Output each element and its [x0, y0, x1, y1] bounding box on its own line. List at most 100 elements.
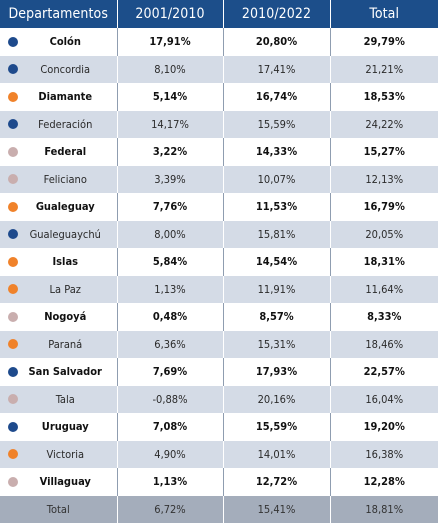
department-name: San Salvador	[28, 365, 102, 379]
growth-2010-2022-cell: 15,59%	[223, 413, 331, 441]
region-dot-icon	[8, 366, 18, 377]
growth-2010-2022-cell: 14,33%	[223, 138, 331, 166]
department-name: Federal	[44, 145, 87, 159]
growth-2001-2010-cell: 7,69%	[117, 358, 224, 386]
growth-total-cell: 11,64%	[330, 275, 438, 303]
growth-2001-2010-cell: 7,08%	[117, 413, 224, 441]
growth-total-cell: 12,28%	[330, 468, 438, 496]
growth-2010-2022-cell: 11,53%	[223, 193, 331, 221]
total-total-cell: 18,81%	[330, 495, 438, 523]
growth-total-cell: 18,31%	[330, 248, 438, 276]
department-name: Nogoyá	[44, 310, 87, 324]
growth-2001-2010-cell: 7,76%	[117, 193, 224, 221]
growth-total-cell: 24,22%	[330, 110, 438, 138]
department-cell: Tala	[0, 385, 118, 413]
growth-total-cell: 19,20%	[330, 413, 438, 441]
header-departamentos: Departamentos	[0, 0, 118, 28]
region-dot-icon	[8, 311, 18, 322]
department-name: Villaguay	[39, 475, 91, 489]
region-dot-icon	[8, 201, 18, 212]
table-row: Tala -0,88% 20,16% 16,04%	[0, 385, 438, 413]
growth-2010-2022-cell: 20,16%	[223, 385, 331, 413]
department-name: Gualeguay	[35, 200, 95, 214]
region-dot-icon	[8, 64, 18, 75]
department-name: Diamante	[38, 90, 93, 104]
table-row: San Salvador 7,69% 17,93% 22,57%	[0, 358, 438, 386]
growth-2001-2010-cell: 1,13%	[117, 275, 224, 303]
total-label-cell: Total	[0, 495, 118, 523]
department-cell: Villaguay	[0, 468, 118, 496]
department-name: Gualeguaychú	[29, 227, 101, 241]
header-total: Total	[330, 0, 438, 28]
growth-2010-2022-cell: 20,80%	[223, 28, 331, 56]
growth-2001-2010-cell: -0,88%	[117, 385, 224, 413]
growth-2010-2022-cell: 17,41%	[223, 55, 331, 83]
table-row: Villaguay 1,13% 12,72% 12,28%	[0, 468, 438, 496]
department-cell: Concordia	[0, 55, 118, 83]
growth-2010-2022-cell: 14,01%	[223, 440, 331, 468]
growth-2010-2022-cell: 14,54%	[223, 248, 331, 276]
region-dot-icon	[8, 256, 18, 267]
growth-2001-2010-cell: 0,48%	[117, 303, 224, 331]
region-dot-icon	[8, 146, 18, 157]
growth-2010-2022-cell: 11,91%	[223, 275, 331, 303]
region-dot-icon	[8, 119, 18, 130]
header-2010-2022: 2010/2022	[223, 0, 331, 28]
growth-2001-2010-cell: 5,14%	[117, 83, 224, 111]
table-row: Federal 3,22% 14,33% 15,27%	[0, 138, 438, 166]
growth-total-cell: 16,04%	[330, 385, 438, 413]
growth-2001-2010-cell: 4,90%	[117, 440, 224, 468]
table-row: La Paz 1,13% 11,91% 11,64%	[0, 275, 438, 303]
department-cell: Diamante	[0, 83, 118, 111]
department-cell: Nogoyá	[0, 303, 118, 331]
growth-total-cell: 18,53%	[330, 83, 438, 111]
growth-total-cell: 12,13%	[330, 165, 438, 193]
growth-2001-2010-cell: 6,36%	[117, 330, 224, 358]
department-cell: Gualeguay	[0, 193, 118, 221]
department-name: Victoria	[46, 447, 85, 461]
department-name: La Paz	[49, 282, 81, 296]
total-2001-2010-cell: 6,72%	[117, 495, 224, 523]
department-cell: Federación	[0, 110, 118, 138]
growth-2001-2010-cell: 17,91%	[117, 28, 224, 56]
region-dot-icon	[8, 36, 18, 47]
department-cell: Victoria	[0, 440, 118, 468]
region-dot-icon	[8, 476, 18, 487]
growth-total-cell: 21,21%	[330, 55, 438, 83]
region-dot-icon	[8, 339, 18, 350]
growth-2001-2010-cell: 14,17%	[117, 110, 224, 138]
growth-total-cell: 20,05%	[330, 220, 438, 248]
growth-2010-2022-cell: 15,81%	[223, 220, 331, 248]
header-row: Departamentos 2001/2010 2010/2022 Total	[0, 0, 438, 28]
department-cell: La Paz	[0, 275, 118, 303]
department-name: Paraná	[48, 337, 83, 351]
table-row: Federación 14,17% 15,59% 24,22%	[0, 110, 438, 138]
department-name: Uruguay	[41, 420, 89, 434]
growth-2010-2022-cell: 17,93%	[223, 358, 331, 386]
growth-2010-2022-cell: 15,59%	[223, 110, 331, 138]
table-row: Colón 17,91% 20,80% 29,79%	[0, 28, 438, 56]
region-dot-icon	[8, 421, 18, 432]
growth-total-cell: 15,27%	[330, 138, 438, 166]
table-row: Gualeguay 7,76% 11,53% 16,79%	[0, 193, 438, 221]
table-row: Paraná 6,36% 15,31% 18,46%	[0, 330, 438, 358]
table-row: Diamante 5,14% 16,74% 18,53%	[0, 83, 438, 111]
growth-2010-2022-cell: 8,57%	[223, 303, 331, 331]
growth-total-cell: 29,79%	[330, 28, 438, 56]
table-row: Gualeguaychú 8,00% 15,81% 20,05%	[0, 220, 438, 248]
growth-2010-2022-cell: 15,31%	[223, 330, 331, 358]
department-cell: Colón	[0, 28, 118, 56]
region-dot-icon	[8, 174, 18, 185]
growth-2010-2022-cell: 16,74%	[223, 83, 331, 111]
growth-2001-2010-cell: 3,39%	[117, 165, 224, 193]
department-cell: Paraná	[0, 330, 118, 358]
region-dot-icon	[8, 394, 18, 405]
department-name: Feliciano	[43, 172, 87, 186]
growth-2001-2010-cell: 1,13%	[117, 468, 224, 496]
department-name: Islas	[52, 255, 79, 269]
region-dot-icon	[8, 284, 18, 295]
department-name: Concordia	[40, 62, 91, 76]
growth-total-cell: 18,46%	[330, 330, 438, 358]
department-cell: Uruguay	[0, 413, 118, 441]
